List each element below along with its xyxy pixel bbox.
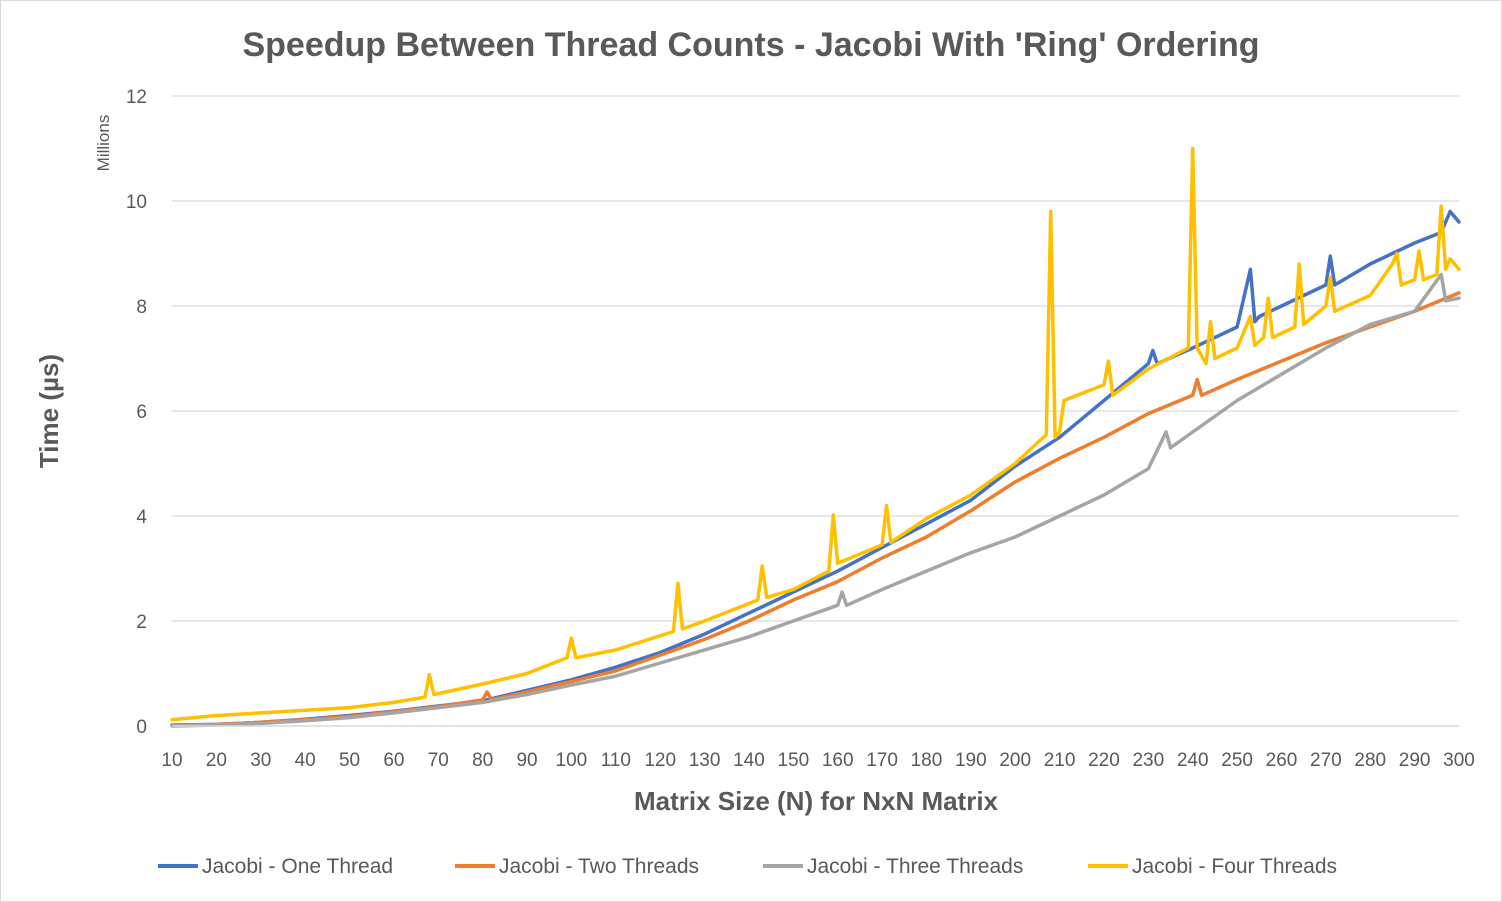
x-tick-label: 180 <box>911 750 943 771</box>
x-axis-title: Matrix Size (N) for NxN Matrix <box>634 786 999 816</box>
x-tick-label: 110 <box>601 750 631 771</box>
legend-label: Jacobi - Three Threads <box>807 855 1023 878</box>
x-tick-label: 270 <box>1310 750 1342 771</box>
series-line-2 <box>170 291 1461 728</box>
x-tick-label: 10 <box>161 750 182 771</box>
legend: Jacobi - One Thread Jacobi - Two Threads J… <box>158 855 1337 878</box>
y-unit-label: Millions <box>94 115 113 172</box>
gridlines <box>172 95 1459 622</box>
x-tick-label: 230 <box>1132 750 1164 771</box>
x-tick-label: 150 <box>777 750 809 771</box>
y-tick-label: 12 <box>126 87 147 108</box>
y-tick-label: 0 <box>136 717 147 738</box>
x-tick-label: 170 <box>866 750 898 771</box>
x-tick-label: 130 <box>689 750 721 771</box>
x-tick-label: 260 <box>1266 750 1298 771</box>
x-tick-label: 80 <box>472 750 493 771</box>
x-tick-label: 60 <box>383 750 404 771</box>
x-tick-label: 250 <box>1221 750 1253 771</box>
x-tick-label: 160 <box>822 750 854 771</box>
x-tick-label: 70 <box>428 750 449 771</box>
x-tick-label: 90 <box>516 750 537 771</box>
y-axis-ticks: 0 2 4 6 8 10 12 <box>126 87 148 738</box>
series-lines <box>170 146 1461 728</box>
x-tick-label: 100 <box>556 750 588 771</box>
x-tick-label: 50 <box>339 750 360 771</box>
series-line-3 <box>170 272 1461 728</box>
x-axis-ticks: 10 20 30 40 50 60 70 80 90 100 110 120 130 140 150 160 1… <box>161 750 1474 771</box>
x-tick-label: 280 <box>1354 750 1386 771</box>
chart-title: Speedup Between Thread Counts - Jacobi W… <box>242 26 1259 64</box>
y-axis-title: Time (µs) <box>34 354 64 468</box>
x-tick-label: 30 <box>250 750 271 771</box>
y-tick-label: 6 <box>136 402 147 423</box>
legend-label: Jacobi - Two Threads <box>499 855 699 878</box>
legend-label: Jacobi - One Thread <box>202 855 393 878</box>
x-tick-label: 140 <box>733 750 765 771</box>
x-tick-label: 300 <box>1443 750 1475 771</box>
x-tick-label: 220 <box>1088 750 1120 771</box>
y-tick-label: 10 <box>126 192 147 213</box>
series-line-1 <box>170 209 1461 727</box>
y-tick-label: 2 <box>136 612 147 633</box>
y-tick-label: 4 <box>136 507 147 528</box>
x-tick-label: 200 <box>999 750 1031 771</box>
x-tick-label: 240 <box>1177 750 1209 771</box>
x-tick-label: 40 <box>295 750 316 771</box>
x-tick-label: 210 <box>1044 750 1076 771</box>
series-line-4 <box>170 146 1461 722</box>
x-tick-label: 190 <box>955 750 987 771</box>
y-tick-label: 8 <box>136 297 147 318</box>
legend-label: Jacobi - Four Threads <box>1132 855 1337 878</box>
x-tick-label: 290 <box>1399 750 1431 771</box>
x-tick-label: 120 <box>644 750 676 771</box>
x-tick-label: 20 <box>206 750 227 771</box>
